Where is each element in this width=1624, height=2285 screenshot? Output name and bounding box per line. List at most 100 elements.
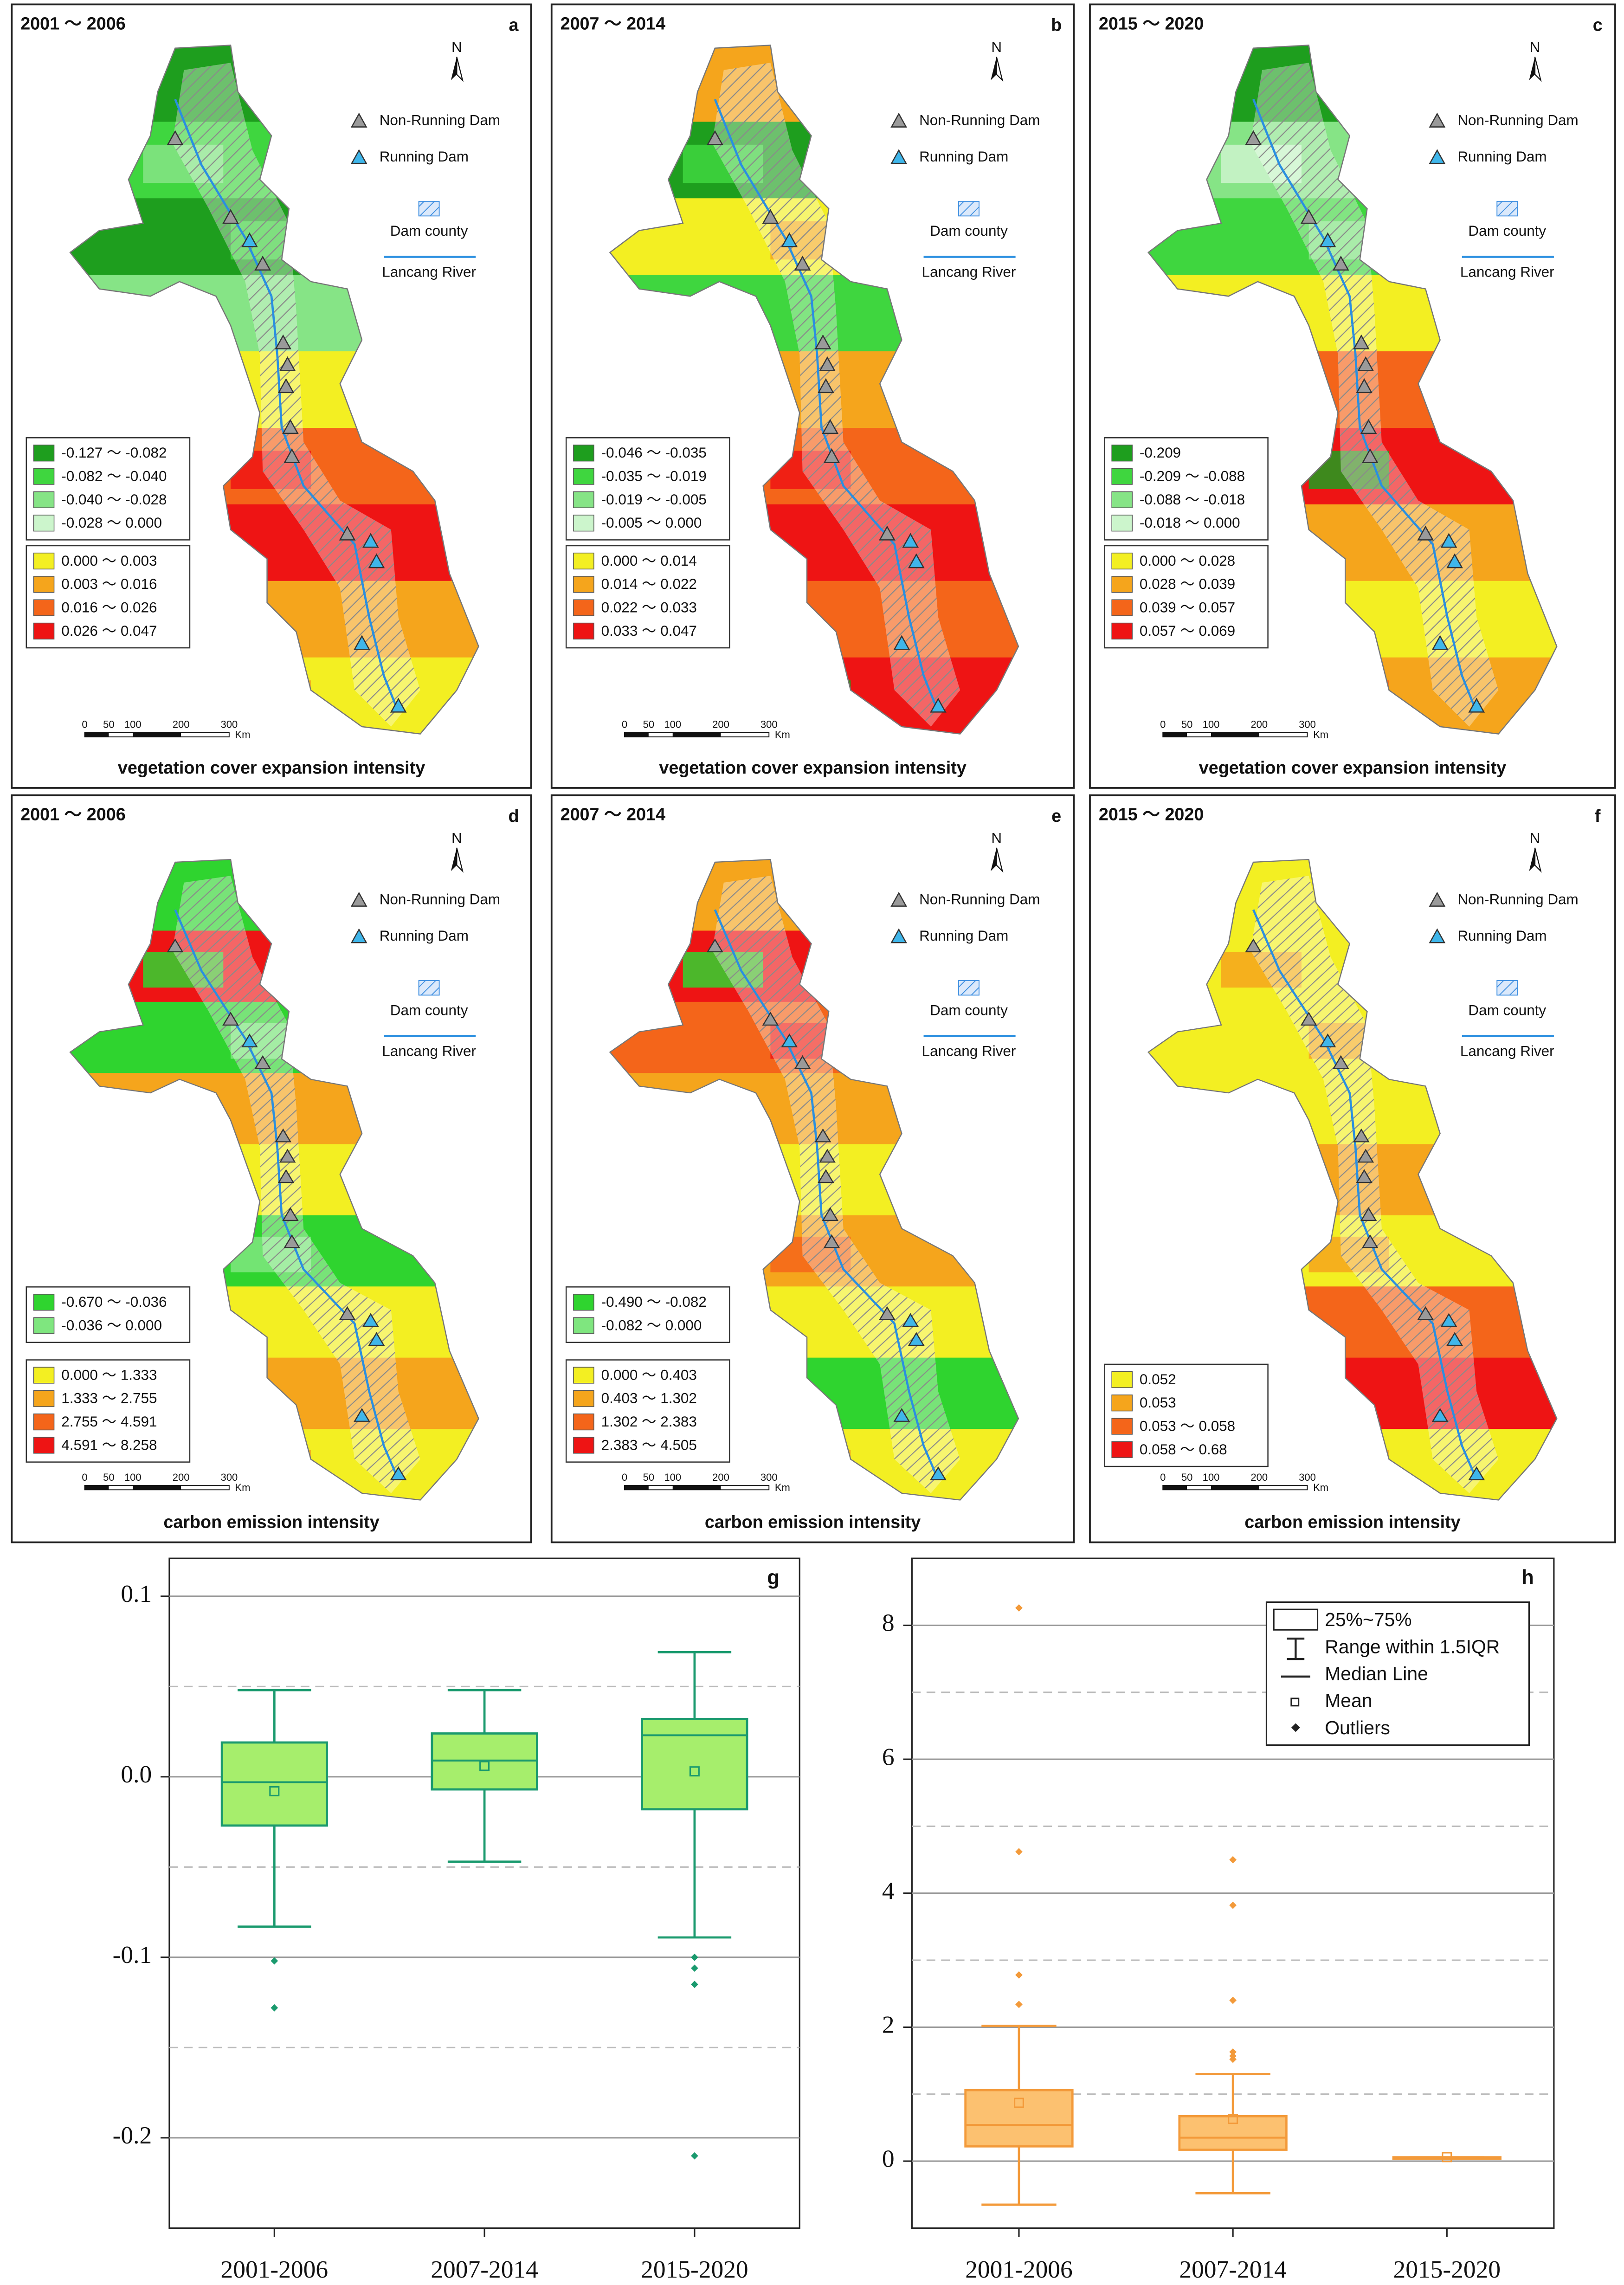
- mean: [689, 1766, 700, 1777]
- outlier: [691, 2152, 698, 2160]
- y-tick-label: -0.1: [113, 1941, 152, 1969]
- dam: [1353, 1128, 1370, 1142]
- dam: [762, 209, 779, 224]
- legend-label: -0.082 ～ 0.000: [601, 1317, 702, 1333]
- legend-label: 0.028 ～ 0.039: [1140, 576, 1235, 592]
- dam: [339, 1306, 356, 1320]
- legend-label: Lancang River: [382, 264, 476, 280]
- basin-outline: [1147, 45, 1558, 735]
- legend-label: -0.019 ～ -0.005: [601, 491, 707, 508]
- dam: [1431, 1408, 1449, 1422]
- dam: [222, 1012, 239, 1026]
- dam: [762, 1012, 779, 1026]
- legend-dam: [1429, 928, 1446, 943]
- legend-label: 2.755 ～ 4.591: [61, 1414, 157, 1430]
- legend-swatch: [573, 599, 594, 616]
- dam: [1356, 1169, 1373, 1183]
- map-panel: 2001 ～ 2006 a N Non-Running Dam Running Dam D…: [11, 3, 532, 789]
- legend-swatch: [33, 1437, 55, 1454]
- north-label: N: [451, 39, 462, 55]
- legend-label: Running Dam: [380, 148, 469, 165]
- scale-label: 200: [1250, 719, 1268, 730]
- north-arrow: [451, 847, 457, 871]
- legend-label: -0.490 ～ -0.082: [601, 1294, 707, 1310]
- legend-dam: [1429, 112, 1446, 128]
- legend-swatch: [573, 1390, 594, 1407]
- dam: [902, 533, 919, 548]
- dam: [390, 1466, 407, 1480]
- plot-area: [168, 1557, 800, 2229]
- basin-outline: [609, 45, 1019, 735]
- legend-label: Lancang River: [1460, 264, 1554, 280]
- legend-label: -0.209 ～ -0.088: [1140, 468, 1245, 484]
- dam: [254, 255, 271, 271]
- mean: [269, 1786, 280, 1796]
- north-label: N: [1530, 830, 1540, 846]
- legend-label: 0.000 ～ 0.003: [61, 553, 157, 569]
- outlier: [691, 1981, 698, 1988]
- legend-label: 0.039 ～ 0.057: [1140, 599, 1235, 615]
- dam: [1440, 533, 1457, 548]
- legend-swatch: [1111, 1441, 1133, 1458]
- scale-label: 100: [1203, 719, 1220, 730]
- legend-swatch: [33, 1367, 55, 1384]
- scale-label: 100: [1203, 1472, 1220, 1483]
- legend-label: Non-Running Dam: [380, 112, 500, 128]
- scale-label: 300: [1299, 719, 1316, 730]
- legend-dam: [1429, 891, 1446, 907]
- map-panel: 2007 ～ 2014 b N Non-Running Dam Running Dam D…: [550, 3, 1075, 789]
- scale-label: 100: [664, 719, 681, 730]
- legend-dam: [350, 928, 367, 943]
- legend-label: 1.333 ～ 2.755: [61, 1390, 157, 1407]
- north-arrow: [996, 57, 1004, 82]
- legend-swatch: [1111, 576, 1133, 593]
- legend-dam: [890, 891, 907, 907]
- dam: [781, 232, 798, 247]
- x-tick-label: 2001-2006: [221, 2255, 329, 2283]
- dam: [930, 1466, 947, 1480]
- panel-letter: a: [509, 15, 519, 35]
- dam: [362, 1313, 379, 1327]
- outlier: [271, 2004, 278, 2012]
- dam: [1353, 334, 1370, 349]
- scale-label: 300: [1299, 1472, 1316, 1483]
- dam: [819, 1149, 836, 1163]
- legend-swatch: [573, 1317, 594, 1334]
- legend-label: Non-Running Dam: [919, 891, 1040, 907]
- scale-seg: [133, 1485, 181, 1490]
- legend-swatch: [573, 1414, 594, 1431]
- scale-unit: Km: [1313, 729, 1328, 741]
- north-label: N: [1530, 39, 1540, 55]
- legend-label: -0.046 ～ -0.035: [601, 445, 707, 461]
- panel-letter: e: [1051, 806, 1061, 826]
- legend-dam: [350, 149, 367, 164]
- legend-swatch: [1111, 1418, 1133, 1435]
- dam: [282, 419, 299, 434]
- map-panel: 2015 ～ 2020 c N Non-Running Dam Running Dam D…: [1089, 3, 1616, 789]
- dam: [902, 1313, 919, 1327]
- y-tick-label: 6: [882, 1743, 895, 1770]
- legend-swatch: [1111, 445, 1133, 462]
- legend-county: [418, 980, 440, 996]
- box: [1178, 2115, 1288, 2151]
- scale-unit: Km: [1313, 1482, 1328, 1493]
- legend-label: -0.670 ～ -0.036: [61, 1294, 167, 1310]
- legend-swatch: [1111, 552, 1133, 570]
- legend-swatch: [573, 468, 594, 485]
- legend-label: 0.014 ～ 0.022: [601, 576, 697, 592]
- scale-seg: [1163, 732, 1187, 737]
- scale-label: 200: [712, 1472, 729, 1483]
- outlier: [691, 1953, 698, 1961]
- legend-swatch: [33, 1414, 55, 1431]
- y-tick-label: 0.1: [121, 1580, 152, 1607]
- legend-label: 0.052: [1140, 1371, 1176, 1388]
- panel-letter: b: [1051, 15, 1062, 35]
- dam: [1361, 1234, 1379, 1248]
- x-tick-label: 2007-2014: [431, 2255, 538, 2283]
- box: [964, 2089, 1074, 2148]
- legend-label: 0.026 ～ 0.047: [61, 623, 157, 639]
- dam: [707, 938, 723, 953]
- scale-label: 100: [664, 1472, 681, 1483]
- y-tick-label: 4: [882, 1877, 895, 1904]
- legend-dam: [890, 928, 907, 943]
